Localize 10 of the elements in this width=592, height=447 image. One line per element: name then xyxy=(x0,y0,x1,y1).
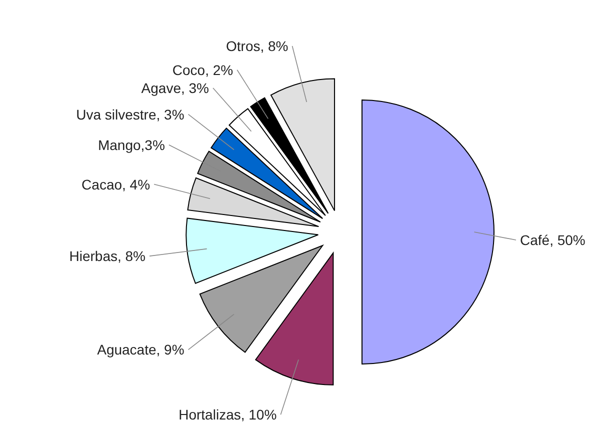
slice-label: Agave, 3% xyxy=(141,80,210,96)
slice-label: Otros, 8% xyxy=(226,38,288,54)
slice-label: Hortalizas, 10% xyxy=(178,406,277,423)
slice-label: Hierbas, 8% xyxy=(69,248,146,264)
slice-label: Coco, 2% xyxy=(172,62,234,78)
slice-label: Mango,3% xyxy=(98,136,165,153)
slice-label: Café, 50% xyxy=(520,232,586,248)
slice-label: Uva silvestre, 3% xyxy=(76,106,184,122)
slice-label: Cacao, 4% xyxy=(82,176,150,192)
slice-label: Aguacate, 9% xyxy=(97,342,184,358)
